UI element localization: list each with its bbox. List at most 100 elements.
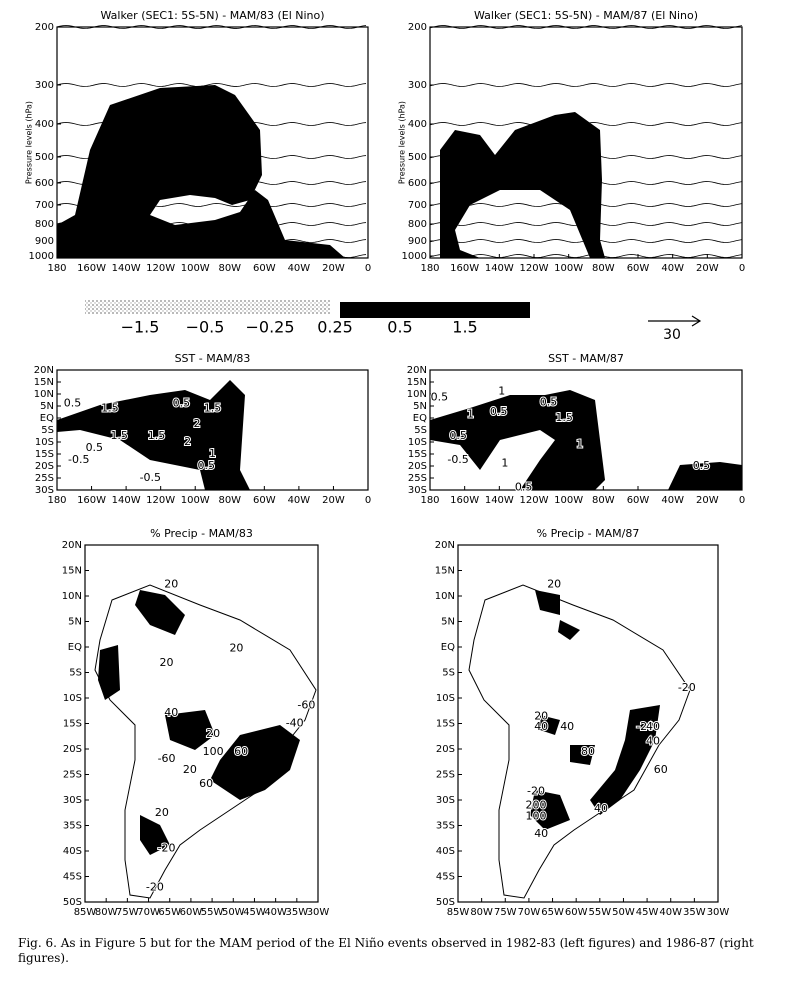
y-tick-label: 20S [436,744,455,755]
y-tick-label: 45S [436,872,455,883]
x-tick-label: 60W [180,907,203,918]
x-tick-label: 0 [365,495,371,506]
panel-title: Walker (SEC1: 5S-5N) - MAM/83 (El Nino) [100,9,324,22]
x-tick-label: 180 [47,263,66,274]
y-tick-label: 15S [63,719,82,730]
y-tick-label: 1000 [29,251,54,262]
y-tick-label: 25S [436,770,455,781]
y-tick-label: 5S [69,668,82,679]
legend-label: −1.5 [121,318,160,337]
contour-label: 1 [498,385,505,398]
x-tick-label: 45W [636,907,659,918]
x-tick-label: 20W [322,495,345,506]
y-tick-label: 15S [408,449,427,460]
x-tick-label: 40W [661,495,684,506]
y-tick-label: 50S [436,897,455,908]
y-tick-label: 10N [34,389,54,400]
y-tick-label: 5N [441,617,455,628]
y-tick-label: 300 [35,80,54,91]
contour-label: -0.5 [447,453,468,466]
streamline [429,239,743,243]
shaded-region [440,112,605,258]
legend-negative [85,300,330,314]
contour-label: -0.5 [140,471,161,484]
x-tick-label: 160W [450,263,479,274]
x-tick-label: 160W [77,495,106,506]
x-tick-label: 140W [112,263,141,274]
y-tick-label: 15N [407,377,427,388]
y-axis-label: Pressure levels (hPa) [25,101,34,184]
y-tick-label: 40S [436,846,455,857]
y-tick-label: EQ [68,642,82,653]
contour-label: 20 [229,642,243,655]
shaded-region [98,590,300,855]
streamline [56,222,367,226]
x-tick-label: 120W [520,263,549,274]
contour-label: 0.5 [449,429,467,442]
streamline [56,203,367,207]
contour-label: 100 [526,809,547,822]
contour-label: 60 [654,763,668,776]
streamline [56,83,367,87]
panel-title: SST - MAM/87 [548,352,624,365]
contour-label: -0.5 [68,453,89,466]
y-tick-label: 5N [413,401,427,412]
y-tick-label: 20N [407,365,427,376]
x-tick-label: 40W [661,263,684,274]
y-tick-label: 30S [436,795,455,806]
x-tick-label: 60W [627,495,650,506]
contour-label: 100 [203,745,224,758]
y-tick-label: 10S [35,437,54,448]
contour-label: 1.5 [148,429,166,442]
contour-label: -20 [636,720,654,733]
contour-label: -60 [297,699,315,712]
y-tick-label: 600 [35,178,54,189]
x-tick-label: 140W [485,263,514,274]
panel-title: % Precip - MAM/83 [150,527,253,540]
contour-label: -20 [158,841,176,854]
x-tick-label: 80W [95,907,118,918]
x-tick-label: 120W [520,495,549,506]
legend-label: −0.5 [186,318,225,337]
y-tick-label: 15N [34,377,54,388]
y-tick-label: EQ [40,413,54,424]
contour-label: 40 [594,802,608,815]
x-tick-label: 35W [683,907,706,918]
x-tick-label: 100W [554,263,583,274]
y-tick-label: 40S [63,846,82,857]
x-tick-label: 160W [77,263,106,274]
y-tick-label: 15S [436,719,455,730]
y-tick-label: 10N [407,389,427,400]
panel-title: % Precip - MAM/87 [537,527,640,540]
y-tick-label: 500 [408,152,427,163]
contour-label: 2 [193,417,200,430]
contour-label: 40 [534,720,548,733]
contour-label: 20 [155,806,169,819]
streamline [429,25,743,29]
streamline [56,155,367,159]
coastline [468,584,691,899]
streamline [429,83,743,87]
y-tick-label: 30S [408,485,427,496]
contour-label: 40 [646,734,660,747]
y-tick-label: 900 [35,236,54,247]
x-tick-label: 70W [518,907,541,918]
streamline [429,155,743,159]
x-tick-label: 60W [253,495,276,506]
contour-label: 1 [501,457,508,470]
y-tick-label: 5S [414,425,427,436]
x-tick-label: 140W [112,495,141,506]
y-axis-label: Pressure levels (hPa) [398,101,407,184]
x-tick-label: 40W [288,495,311,506]
y-tick-label: 20N [62,540,82,551]
contour-label: 20 [534,709,548,722]
plot-frame [457,544,719,903]
shaded-region [530,590,660,830]
shaded-region [668,462,742,490]
x-tick-label: 45W [243,907,266,918]
y-tick-label: 700 [35,200,54,211]
contour-label: 0.5 [173,397,191,410]
x-tick-label: 65W [158,907,181,918]
contour-label: 0.5 [693,459,711,472]
y-tick-label: 1000 [402,251,427,262]
